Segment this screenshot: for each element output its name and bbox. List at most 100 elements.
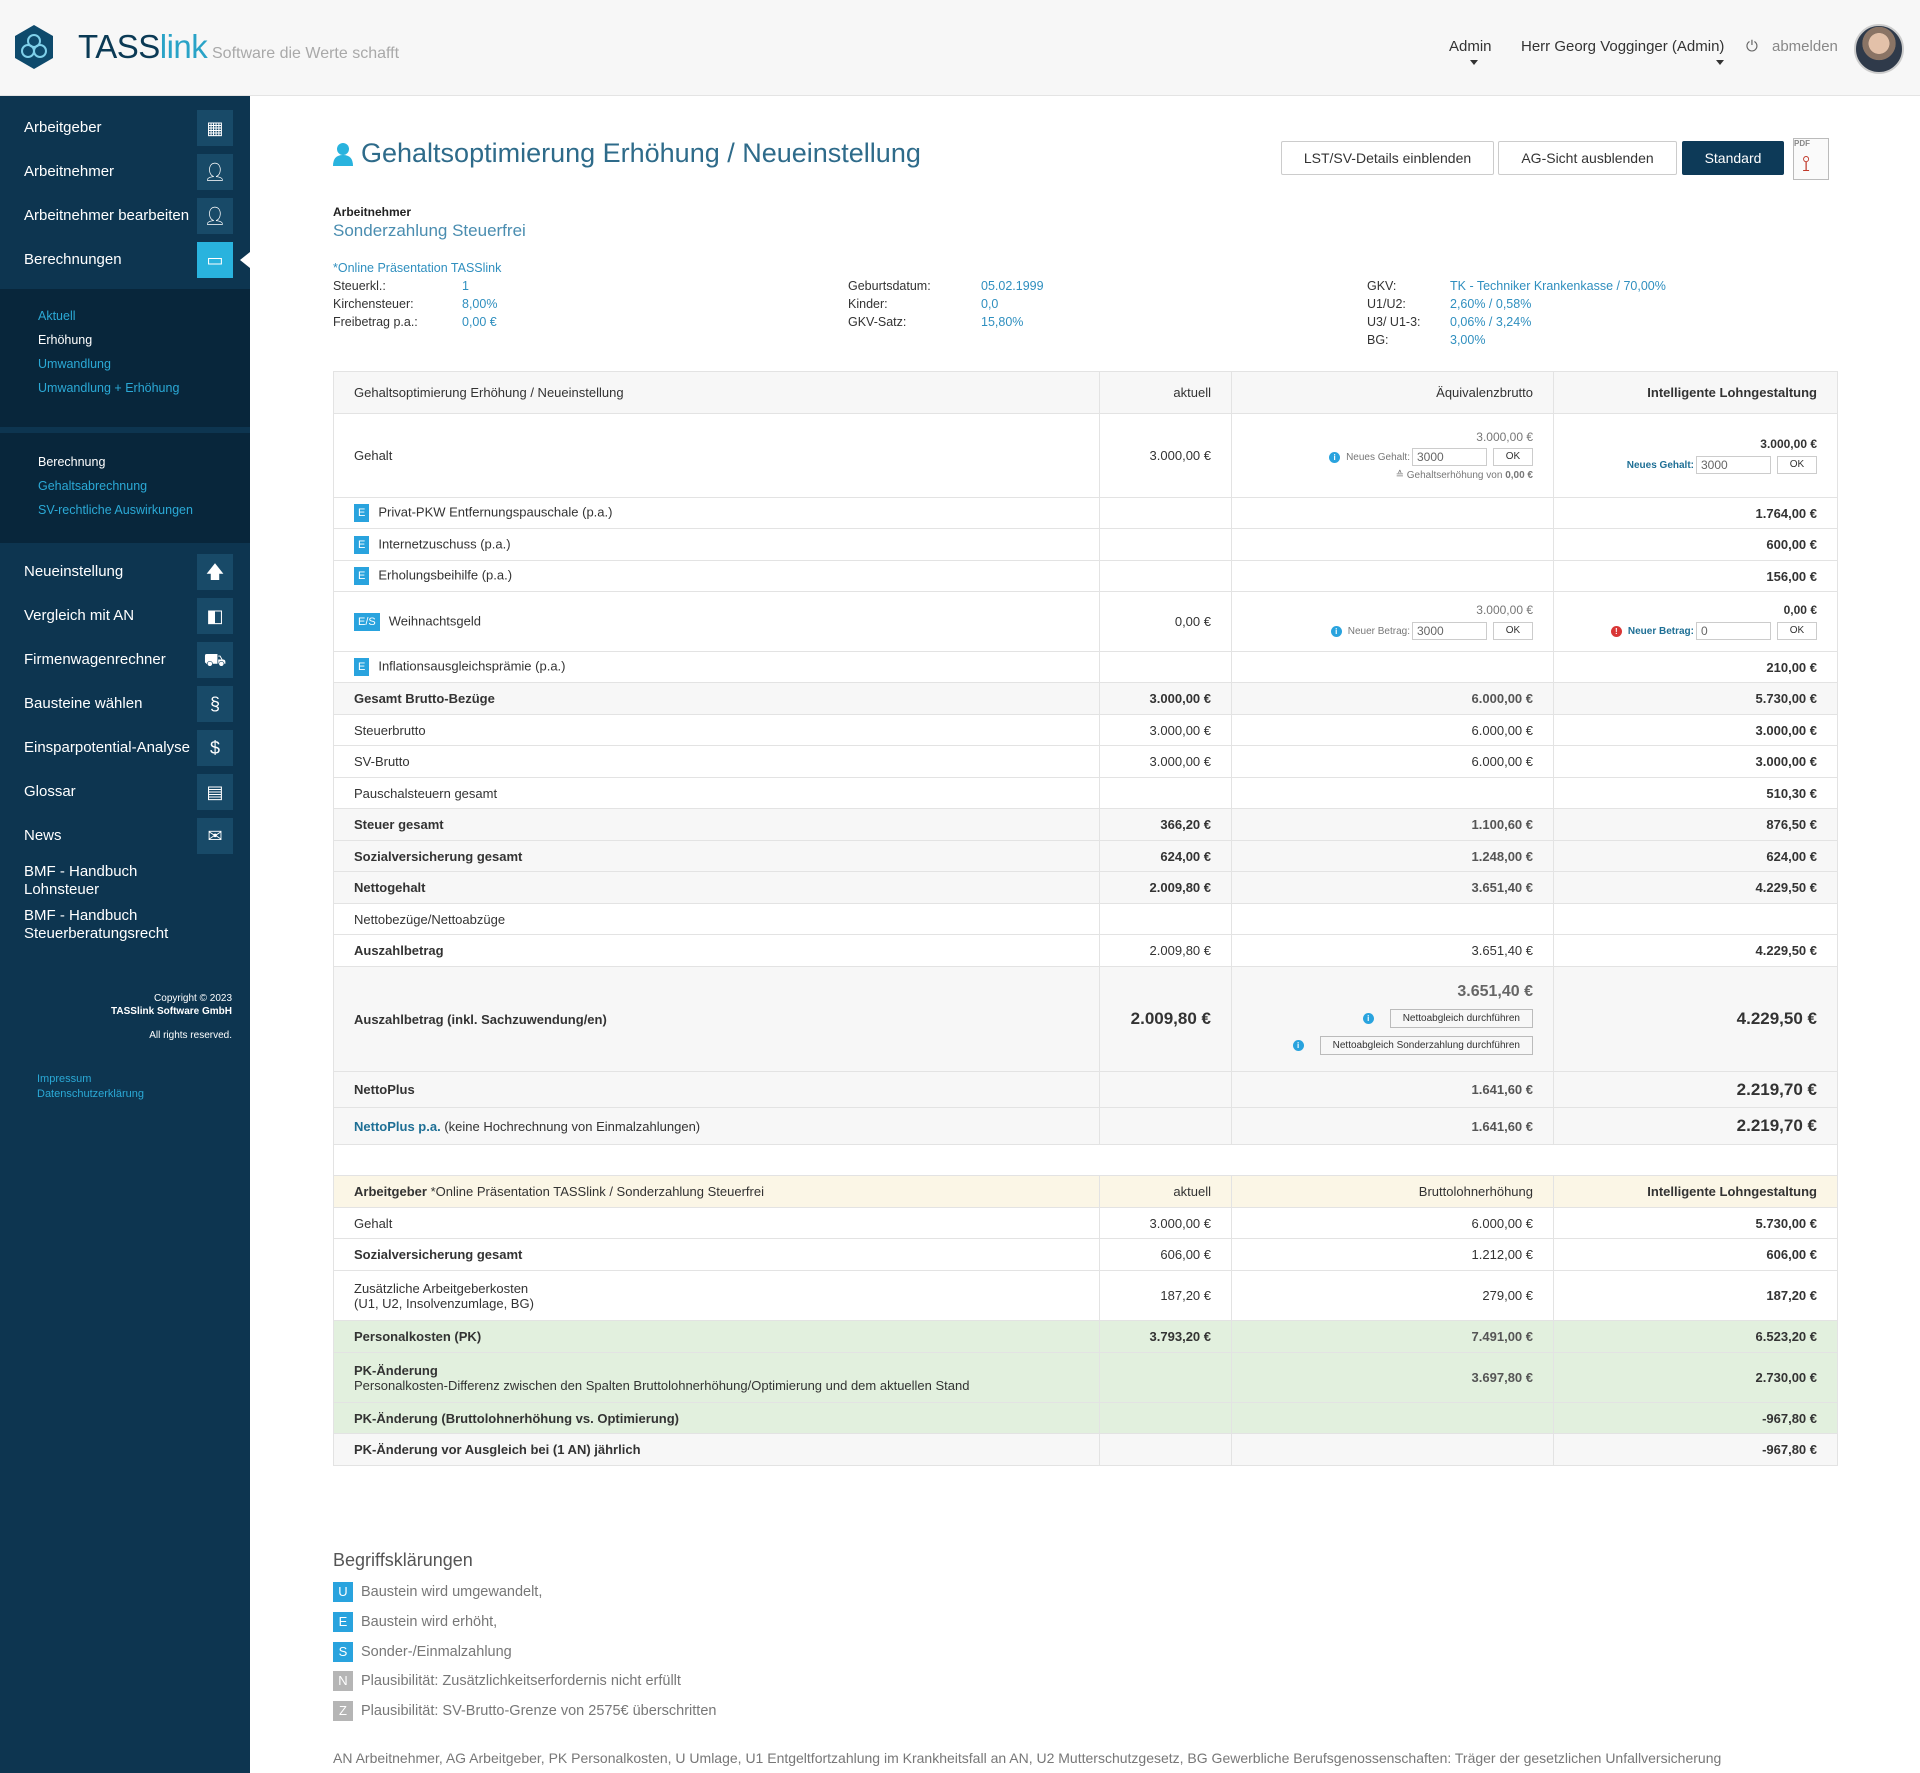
table-row-auszahlbetrag: Auszahlbetrag 2.009,80 €3.651,40 €4.229,5…	[333, 934, 1838, 967]
sidebar-item-label: Einsparpotential-Analyse	[24, 739, 190, 756]
table-row-nettobezuege: Nettobezüge/Nettoabzüge	[333, 903, 1838, 935]
sidebar: Arbeitgeber ▦ Arbeitnehmer 👤︎ Arbeitnehmer…	[0, 96, 250, 1773]
sidebar-item-neueinstellung[interactable]: Neueinstellung 🡅	[0, 550, 250, 594]
impressum-link[interactable]: Impressum	[37, 1073, 92, 1085]
definition-item: Z Plausibilität: SV-Brutto-Grenze von 257…	[333, 1701, 716, 1721]
neuer-betrag-input-2[interactable]: 0	[1696, 622, 1771, 640]
slogan: Software die Werte schafft	[212, 45, 400, 62]
envelope-icon: ✉	[197, 818, 233, 854]
sidebar-item-arbeitnehmer[interactable]: Arbeitnehmer 👤︎	[0, 150, 250, 194]
standard-button[interactable]: Standard	[1682, 141, 1784, 175]
table-row-erholung: E Erholungsbeihilfe (p.a.) 156,00 €	[333, 560, 1838, 592]
ag-row-pk-vs: PK-Änderung (Bruttolohnerhöhung vs. Opti…	[333, 1402, 1838, 1434]
calculation-table: Gehaltsoptimierung Erhöhung / Neueinstel…	[333, 371, 1838, 1466]
ok-button-3[interactable]: OK	[1493, 622, 1533, 640]
error-icon[interactable]: !	[1610, 625, 1622, 637]
sidebar-item-firmenwagenrechner[interactable]: Firmenwagenrechner ⛟	[0, 638, 250, 682]
submenu-aktuell[interactable]: Aktuell	[38, 309, 76, 323]
table-row-pauschalsteuern: Pauschalsteuern gesamt 510,30 €	[333, 777, 1838, 809]
neues-gehalt-input-2[interactable]: 3000	[1696, 456, 1771, 474]
ag-sicht-button[interactable]: AG-Sicht ausblenden	[1498, 141, 1677, 175]
cell-lohngestaltung: 3.000,00 € Neues Gehalt: 3000 OK	[1553, 413, 1838, 498]
logout-link[interactable]: abmelden	[1772, 38, 1838, 55]
submenu-gehaltsabrechnung[interactable]: Gehaltsabrechnung	[38, 479, 148, 493]
sidebar-item-einsparpotential[interactable]: Einsparpotential-Analyse $	[0, 726, 250, 770]
table-row-gehalt: Gehalt 3.000,00 € 3.000,00 € i Neues Geha…	[333, 413, 1838, 498]
sidebar-item-news[interactable]: News ✉	[0, 814, 250, 858]
chevron-down-icon	[1470, 60, 1479, 65]
app-header: TASSlink Software die Werte schafft Admi…	[0, 0, 1920, 96]
sidebar-item-arbeitnehmer-bearbeiten[interactable]: Arbeitnehmer bearbeiten 👤︎	[0, 194, 250, 238]
sidebar-item-arbeitgeber[interactable]: Arbeitgeber ▦	[0, 106, 250, 150]
ok-button-2[interactable]: OK	[1777, 456, 1817, 474]
table-row-steuerbrutto: Steuerbrutto 3.000,00 €6.000,00 €3.000,00…	[333, 714, 1838, 746]
page-title: Gehaltsoptimierung Erhöhung / Neueinstel…	[361, 138, 921, 168]
ok-button-4[interactable]: OK	[1777, 622, 1817, 640]
sidebar-item-berechnungen[interactable]: Berechnungen ▭	[0, 238, 250, 282]
table-row-sv-gesamt: Sozialversicherung gesamt 624,00 €1.248,0…	[333, 840, 1838, 872]
arrow-up-icon: 🡅	[197, 554, 233, 590]
submenu-berechnung[interactable]: Berechnung	[38, 455, 106, 469]
badge-e: E	[354, 504, 370, 522]
badge-e: E	[354, 658, 370, 676]
submenu-umwandlung[interactable]: Umwandlung	[38, 357, 111, 371]
sidebar-item-label: Glossar	[24, 783, 76, 800]
folder-icon: ▤	[197, 774, 233, 810]
sidebar-item-bmf-lohnsteuer[interactable]: BMF - Handbuch Lohnsteuer	[24, 863, 138, 898]
compare-icon: ◧	[197, 598, 233, 634]
pdf-icon[interactable]: PDF ⟟	[1793, 138, 1829, 180]
column-header-lohngestaltung: Intelligente Lohngestaltung	[1553, 371, 1838, 414]
nettoabgleich-sonderzahlung-button[interactable]: Nettoabgleich Sonderzahlung durchführen	[1319, 1036, 1533, 1055]
info-icon[interactable]: i	[1329, 451, 1341, 463]
building-icon: ▦	[197, 110, 233, 146]
logo-icon[interactable]	[14, 24, 54, 70]
sidebar-item-vergleich[interactable]: Vergleich mit AN ◧	[0, 594, 250, 638]
nettoabgleich-button[interactable]: Nettoabgleich durchführen	[1389, 1009, 1533, 1028]
neues-gehalt-input[interactable]: 3000	[1412, 448, 1487, 466]
definition-item: N Plausibilität: Zusätzlichkeitserfordern…	[333, 1671, 681, 1691]
power-icon[interactable]: ⏻	[1746, 38, 1758, 55]
admin-menu-label: Admin	[1449, 38, 1492, 55]
paragraph-icon: §	[197, 686, 233, 722]
table-header-row: Gehaltsoptimierung Erhöhung / Neueinstel…	[333, 371, 1838, 414]
employee-col1: Steuerkl.: 1 Kirchensteuer: 8,00% Freibetr…	[333, 279, 498, 329]
ok-button[interactable]: OK	[1493, 448, 1533, 466]
sidebar-item-label: Neueinstellung	[24, 563, 124, 580]
badge-es: E/S	[354, 612, 380, 631]
definitions-title: Begriffsklärungen	[333, 1550, 473, 1570]
submenu-details: Berechnung Gehaltsabrechnung SV-rechtlic…	[0, 433, 250, 543]
submenu-berechnungen: Aktuell Erhöhung Umwandlung Umwandlung +…	[0, 289, 250, 427]
sidebar-item-label: Bausteine wählen	[24, 695, 143, 712]
table-row-inflation: E Inflationsausgleichsprämie (p.a.) 210,00…	[333, 651, 1838, 683]
sidebar-item-bmf-steuerberatung[interactable]: BMF - Handbuch Steuerberatungsrecht	[24, 907, 169, 942]
table-row-steuer-gesamt: Steuer gesamt 366,20 €1.100,60 €876,50 €	[333, 808, 1838, 841]
avatar[interactable]	[1854, 24, 1904, 74]
submenu-sv-auswirkungen[interactable]: SV-rechtliche Auswirkungen	[38, 503, 193, 517]
sidebar-item-bausteine[interactable]: Bausteine wählen §	[0, 682, 250, 726]
car-icon: ⛟	[197, 642, 233, 678]
table-row-internet: E Internetzuschuss (p.a.) 600,00 €	[333, 528, 1838, 561]
ag-row-pk-vor-ausgleich: PK-Änderung vor Ausgleich bei (1 AN) jäh…	[333, 1433, 1838, 1466]
info-icon[interactable]: i	[1362, 1013, 1374, 1024]
brand-name[interactable]: TASSlink	[78, 28, 208, 65]
sidebar-item-glossar[interactable]: Glossar ▤	[0, 770, 250, 814]
chevron-down-icon	[1716, 60, 1725, 65]
info-icon[interactable]: i	[1292, 1040, 1304, 1051]
lst-sv-details-button[interactable]: LST/SV-Details einblenden	[1281, 141, 1494, 175]
cell-aequivalenz: 3.000,00 € i Neues Gehalt: 3000 OK ≙ Gehalt…	[1231, 413, 1554, 498]
definition-item: U Baustein wird umgewandelt,	[333, 1582, 542, 1602]
sidebar-item-label: Arbeitgeber	[24, 119, 102, 136]
user-menu[interactable]: Herr Georg Vogginger (Admin)	[1521, 38, 1725, 65]
neuer-betrag-input[interactable]: 3000	[1412, 622, 1487, 640]
info-icon[interactable]: i	[1330, 625, 1342, 637]
submenu-erhoehung[interactable]: Erhöhung	[38, 333, 93, 347]
employee-col3: GKV: TK - Techniker Krankenkasse / 70,00%…	[1367, 279, 1666, 347]
table-row-sv-brutto: SV-Brutto 3.000,00 €6.000,00 €3.000,00 €	[333, 745, 1838, 778]
user-icon	[333, 143, 353, 166]
table-row-gesamt-brutto: Gesamt Brutto-Bezüge 3.000,00 €6.000,00 €…	[333, 682, 1838, 715]
user-menu-label: Herr Georg Vogginger (Admin)	[1521, 38, 1725, 55]
submenu-umwandlung-erhoehung[interactable]: Umwandlung + Erhöhung	[38, 381, 180, 395]
datenschutz-link[interactable]: Datenschutzerklärung	[37, 1088, 145, 1100]
table-row-pkw: E Privat-PKW Entfernungspauschale (p.a.) 1…	[333, 497, 1838, 529]
admin-menu[interactable]: Admin	[1449, 38, 1492, 65]
